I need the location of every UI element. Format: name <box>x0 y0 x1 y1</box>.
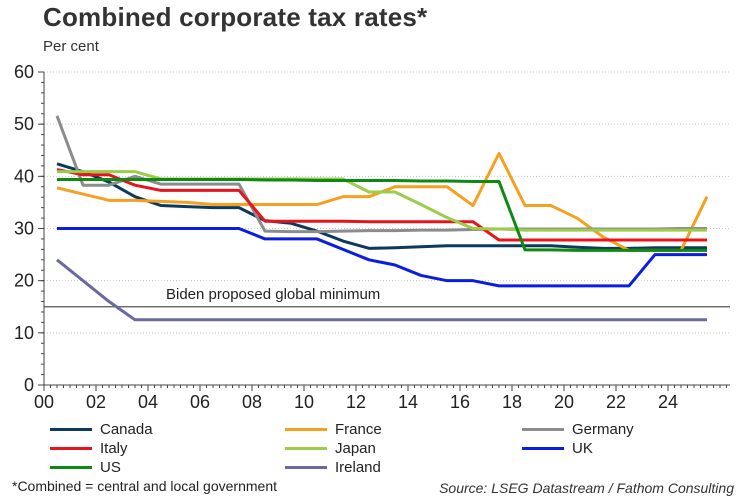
y-tick-label: 60 <box>14 62 34 82</box>
legend-swatch-france <box>285 428 327 431</box>
x-tick-label: 12 <box>346 392 366 412</box>
series-line-canada <box>56 162 707 250</box>
y-tick-label: 40 <box>14 166 34 186</box>
y-tick-label: 20 <box>14 271 34 291</box>
legend-label: Canada <box>100 421 153 438</box>
series-line-us <box>57 177 707 252</box>
x-tick-label: 14 <box>398 392 418 412</box>
x-tick-label: 24 <box>658 392 678 412</box>
legend-item-canada: Canada <box>50 420 153 439</box>
legend-label: France <box>335 421 382 438</box>
annotations: Biden proposed global minimum <box>44 286 730 308</box>
y-axis-unit-label: Per cent <box>43 38 99 55</box>
axes: 0 10 20 30 40 50 60 00 02 04 06 08 10 12 14 16 18 20 22 24 <box>14 62 730 412</box>
y-tick-label: 50 <box>14 114 34 134</box>
chart-title: Combined corporate tax rates* <box>43 2 428 32</box>
legend-swatch-us <box>50 466 92 469</box>
gridlines <box>44 71 730 334</box>
x-tick-label: 22 <box>606 392 626 412</box>
legend-item-uk: UK <box>522 439 593 458</box>
chart-plot: Biden proposed global minimum 0 10 20 30 40 5… <box>14 62 730 412</box>
legend-label: UK <box>572 440 593 457</box>
legend-label: US <box>100 459 121 476</box>
legend-swatch-italy <box>50 447 92 450</box>
y-tick-label: 10 <box>14 323 34 343</box>
series-line-italy <box>56 168 707 242</box>
legend-label: Italy <box>100 440 128 457</box>
series-line-uk <box>57 227 707 288</box>
legend-item-germany: Germany <box>522 420 634 439</box>
legend-swatch-ireland <box>285 466 327 469</box>
series-line-france <box>56 151 709 252</box>
legend-swatch-uk <box>522 447 564 450</box>
x-tick-label: 00 <box>34 392 54 412</box>
biden-minimum-label: Biden proposed global minimum <box>166 286 380 303</box>
x-tick-label: 06 <box>190 392 210 412</box>
x-tick-label: 08 <box>242 392 262 412</box>
footnote: *Combined = central and local government <box>12 478 277 494</box>
x-tick-label: 04 <box>138 392 158 412</box>
x-tick-label: 18 <box>502 392 522 412</box>
series-lines <box>55 115 709 322</box>
y-tick-label: 30 <box>14 219 34 239</box>
legend-label: Germany <box>572 421 634 438</box>
legend-swatch-japan <box>285 447 327 450</box>
x-tick-label: 20 <box>554 392 574 412</box>
source-note: Source: LSEG Datastream / Fathom Consult… <box>439 480 734 496</box>
x-tick-label: 16 <box>450 392 470 412</box>
legend-label: Japan <box>335 440 376 457</box>
legend-item-france: France <box>285 420 382 439</box>
legend-item-italy: Italy <box>50 439 128 458</box>
series-line-germany <box>55 115 707 234</box>
legend-item-ireland: Ireland <box>285 458 381 477</box>
x-tick-label: 10 <box>294 392 314 412</box>
legend-swatch-canada <box>50 428 92 431</box>
legend-swatch-germany <box>522 428 564 431</box>
legend-item-us: US <box>50 458 121 477</box>
y-tick-label: 0 <box>24 375 34 395</box>
legend: Canada France Germany Italy Japan UK US Ireland <box>0 420 750 480</box>
legend-item-japan: Japan <box>285 439 376 458</box>
x-tick-label: 02 <box>86 392 106 412</box>
legend-label: Ireland <box>335 459 381 476</box>
series-line-ireland <box>56 258 707 322</box>
